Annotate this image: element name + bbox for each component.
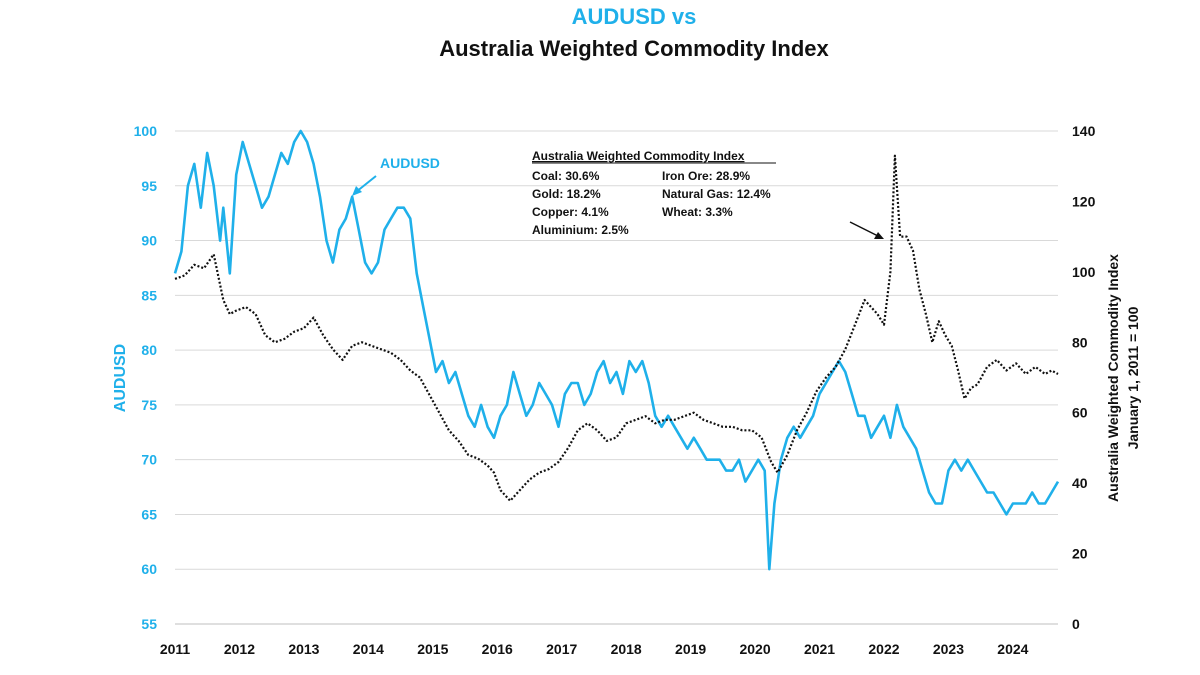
chart-title-line1: AUDUSD vs <box>571 4 697 29</box>
right-tick-label: 140 <box>1072 123 1096 139</box>
x-tick-label: 2013 <box>288 641 319 657</box>
commodity-arrow-head <box>874 232 884 239</box>
left-axis-title: AUDUSD <box>112 344 129 412</box>
x-tick-label: 2015 <box>417 641 448 657</box>
right-tick-label: 100 <box>1072 264 1096 280</box>
x-tick-label: 2022 <box>868 641 899 657</box>
x-tick-label: 2012 <box>224 641 255 657</box>
left-tick-label: 100 <box>134 123 158 139</box>
commodity-arrow <box>849 221 879 237</box>
composition-item: Coal: 30.6% <box>532 169 600 183</box>
left-axis: 55 60 65 70 75 80 85 90 95 100 <box>134 123 158 632</box>
commodity-index-series-line <box>174 154 1059 502</box>
composition-item: Gold: 18.2% <box>532 187 601 201</box>
left-tick-label: 55 <box>141 616 157 632</box>
series-group <box>173 129 1060 571</box>
right-tick-label: 60 <box>1072 405 1088 421</box>
left-tick-label: 65 <box>141 506 157 522</box>
audusd-arrow <box>355 175 377 193</box>
right-tick-label: 20 <box>1072 546 1088 562</box>
composition-item: Aluminium: 2.5% <box>532 223 629 237</box>
x-tick-label: 2016 <box>482 641 513 657</box>
right-tick-label: 80 <box>1072 334 1088 350</box>
left-tick-label: 60 <box>141 561 157 577</box>
composition-item: Iron Ore: 28.9% <box>662 169 750 183</box>
composition-item: Copper: 4.1% <box>532 205 609 219</box>
right-axis-title-line1: Australia Weighted Commodity Index <box>1105 254 1121 502</box>
x-tick-label: 2017 <box>546 641 577 657</box>
left-tick-label: 90 <box>141 233 157 249</box>
right-axis: 0 20 40 60 80 100 120 140 <box>1072 123 1096 632</box>
audusd-series-line <box>173 129 1060 571</box>
audusd-arrow-head <box>352 186 362 196</box>
chart-title-line2: Australia Weighted Commodity Index <box>439 36 829 61</box>
grid-lines <box>175 130 1058 625</box>
x-tick-label: 2018 <box>611 641 642 657</box>
right-tick-label: 40 <box>1072 475 1088 491</box>
x-axis: 2011 2012 2013 2014 2015 2016 2017 2018 2019 2020… <box>160 623 1058 657</box>
x-tick-label: 2024 <box>997 641 1028 657</box>
left-tick-label: 70 <box>141 452 157 468</box>
x-tick-label: 2011 <box>160 641 191 657</box>
composition-item: Natural Gas: 12.4% <box>662 187 771 201</box>
x-tick-label: 2021 <box>804 641 835 657</box>
right-axis-title-line2: January 1, 2011 = 100 <box>1125 306 1141 449</box>
x-tick-label: 2014 <box>353 641 384 657</box>
right-tick-label: 120 <box>1072 193 1096 209</box>
left-tick-label: 85 <box>141 287 157 303</box>
audusd-series-label: AUDUSD <box>380 155 440 171</box>
x-tick-label: 2023 <box>933 641 964 657</box>
right-tick-label: 0 <box>1072 616 1080 632</box>
x-tick-label: 2019 <box>675 641 706 657</box>
left-tick-label: 80 <box>141 342 157 358</box>
x-tick-label: 2020 <box>739 641 770 657</box>
left-tick-label: 75 <box>141 397 157 413</box>
composition-item: Wheat: 3.3% <box>662 205 733 219</box>
composition-box-title: Australia Weighted Commodity Index <box>532 149 745 163</box>
left-tick-label: 95 <box>141 178 157 194</box>
